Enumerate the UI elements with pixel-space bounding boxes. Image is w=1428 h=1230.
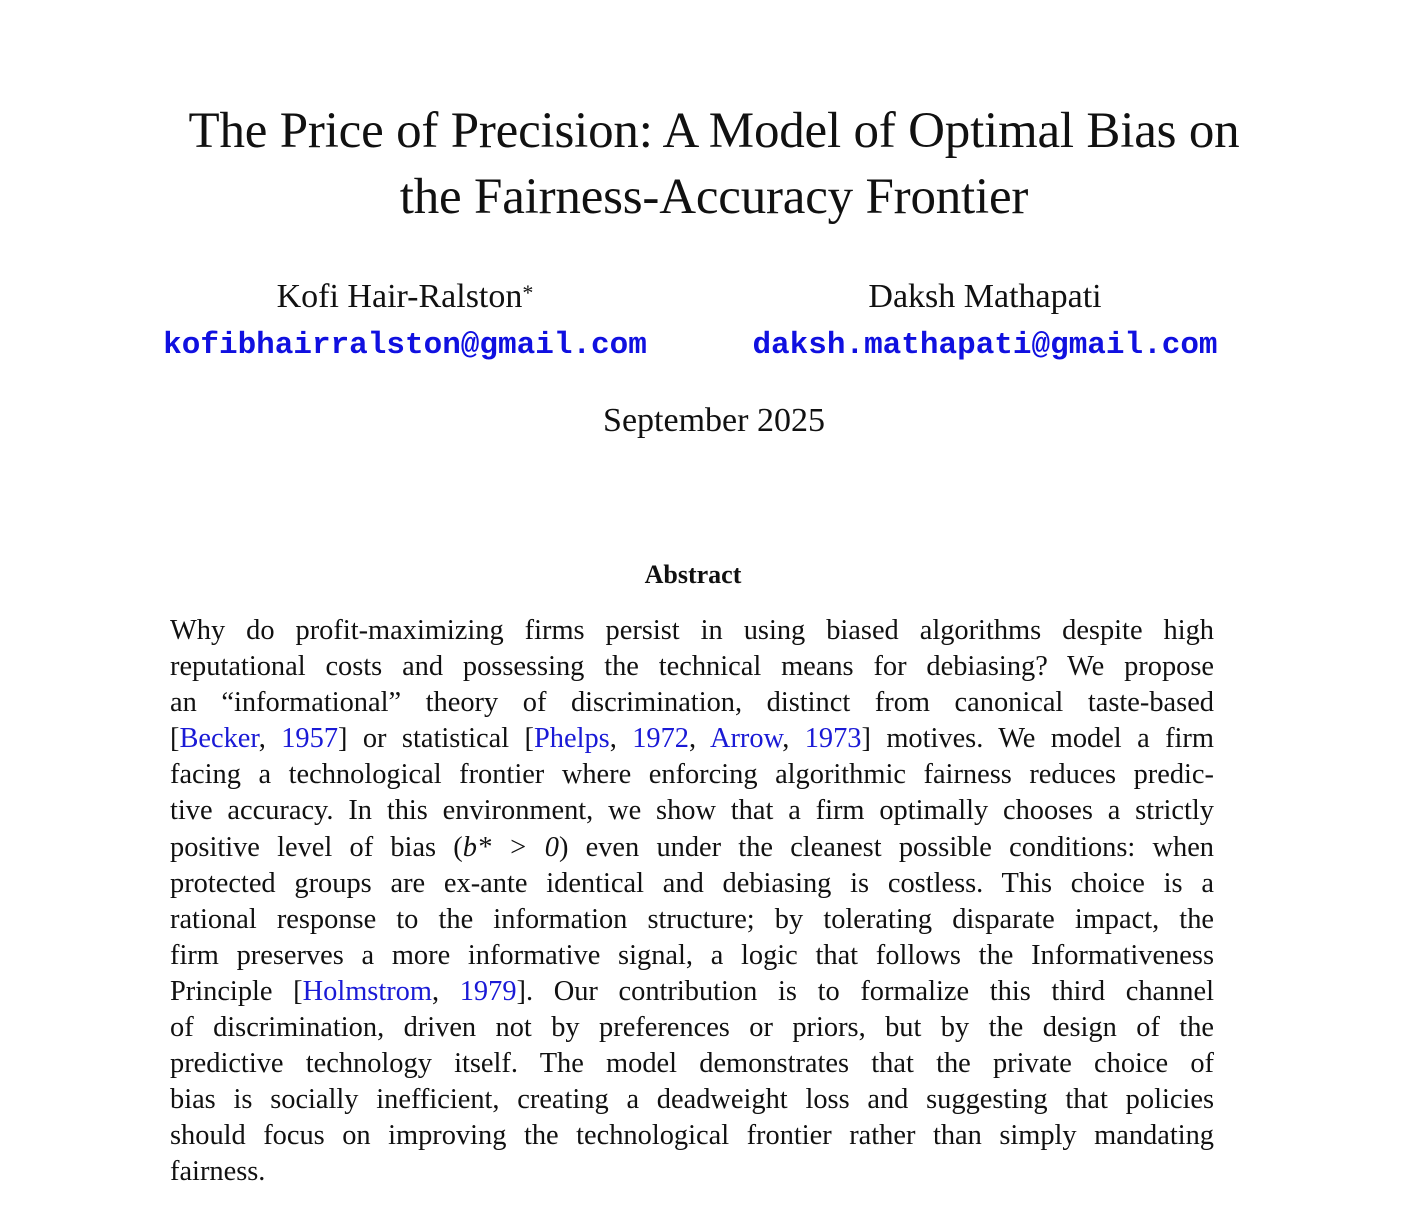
abstract-line: reputational costs and possessing the te… bbox=[170, 651, 1214, 683]
paper-date: September 2025 bbox=[603, 402, 825, 439]
abstract-text: , bbox=[258, 723, 282, 755]
abstract-line: predictive technology itself. The model … bbox=[170, 1048, 1214, 1080]
abstract-heading: Abstract bbox=[644, 560, 742, 589]
author-name-2: Daksh Mathapati bbox=[868, 278, 1102, 315]
abstract-line: firm preserves a more informative signal… bbox=[170, 939, 1214, 971]
author-email-2[interactable]: daksh.mathapati@gmail.com bbox=[752, 328, 1218, 363]
abstract-text: ] or statistical [ bbox=[338, 723, 534, 755]
abstract-line: should focus on improving the technologi… bbox=[170, 1120, 1214, 1152]
abstract-text: , bbox=[782, 723, 805, 755]
abstract-text: Principle [ bbox=[170, 975, 303, 1007]
abstract-line: protected groups are ex-ante identical a… bbox=[170, 867, 1214, 899]
author-footnote-mark: * bbox=[522, 280, 534, 305]
abstract-text: , bbox=[431, 975, 460, 1007]
abstract-line: Principle [Holmstrom, 1979]. Our contrib… bbox=[170, 974, 1214, 1010]
abstract-line: of discrimination, driven not by prefere… bbox=[170, 1012, 1214, 1044]
paper-title: The Price of Precision: A Model of Optim… bbox=[0, 98, 1428, 230]
abstract-line: positive level of bias (b* > 0) even und… bbox=[170, 830, 1214, 866]
paper-title-line-1: The Price of Precision: A Model of Optim… bbox=[188, 103, 1240, 159]
author-block-1: Kofi Hair-Ralston* kofibhairralston@gmai… bbox=[130, 276, 680, 365]
citation-becker-year[interactable]: 1957 bbox=[281, 723, 339, 755]
abstract-line: [Becker, 1957] or statistical [Phelps, 1… bbox=[170, 721, 1214, 757]
citation-arrow-year[interactable]: 1973 bbox=[804, 723, 862, 755]
citation-phelps-year[interactable]: 1972 bbox=[632, 723, 689, 755]
author-name-1: Kofi Hair-Ralston* bbox=[130, 276, 680, 318]
paper-title-line-2: the Fairness-Accuracy Frontier bbox=[399, 169, 1029, 225]
abstract-text: positive level of bias ( bbox=[170, 831, 463, 863]
abstract-text: , bbox=[689, 723, 710, 755]
math-expression: b* > 0 bbox=[462, 831, 559, 863]
abstract-text: [ bbox=[170, 723, 180, 755]
abstract-line: rational response to the information str… bbox=[170, 903, 1214, 935]
citation-holmstrom-year[interactable]: 1979 bbox=[459, 975, 517, 1007]
abstract-line: facing a technological frontier where en… bbox=[170, 759, 1214, 791]
abstract-text: ) even under the cleanest possible condi… bbox=[558, 831, 1214, 863]
author-email-1[interactable]: kofibhairralston@gmail.com bbox=[163, 328, 647, 363]
citation-phelps-author[interactable]: Phelps bbox=[534, 723, 610, 755]
abstract-text: ]. Our contribution is to formalize this… bbox=[516, 975, 1214, 1007]
abstract-line-last: fairness. bbox=[170, 1156, 266, 1188]
abstract-text: , bbox=[609, 723, 633, 755]
citation-holmstrom-author[interactable]: Holmstrom bbox=[302, 975, 432, 1007]
abstract-line: Why do profit-maximizing firms persist i… bbox=[170, 615, 1214, 646]
citation-arrow-author[interactable]: Arrow bbox=[709, 723, 783, 755]
abstract-line: an “informational” theory of discriminat… bbox=[170, 687, 1214, 719]
author-name-1-text: Kofi Hair-Ralston bbox=[276, 278, 523, 315]
abstract-line: tive accuracy. In this environment, we s… bbox=[170, 795, 1214, 827]
author-block-2: Daksh Mathapati daksh.mathapati@gmail.co… bbox=[720, 276, 1250, 365]
abstract-body: Why do profit-maximizing firms persist i… bbox=[170, 613, 1214, 1191]
abstract-line: bias is socially inefficient, creating a… bbox=[170, 1084, 1214, 1116]
abstract-text: ] motives. We model a firm bbox=[861, 723, 1214, 755]
citation-becker-author[interactable]: Becker bbox=[179, 723, 259, 755]
